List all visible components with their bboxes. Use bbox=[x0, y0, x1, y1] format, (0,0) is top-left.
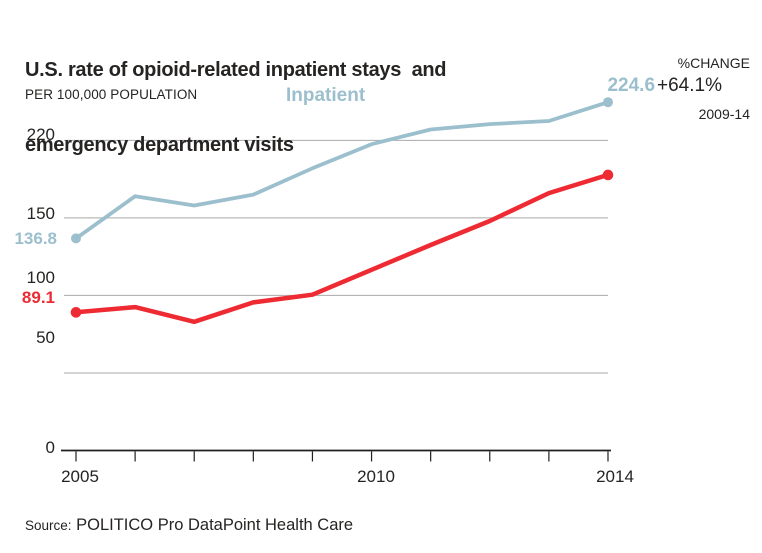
ed-start-value: 89.1 bbox=[21, 288, 55, 307]
pct-change-header-line1: %CHANGE bbox=[677, 55, 750, 71]
y-tick-label-50: 50 bbox=[36, 328, 55, 347]
inpatient-line bbox=[74, 100, 610, 241]
source-credit: Source: POLITICO Pro DataPoint Health Ca… bbox=[25, 516, 353, 535]
inpatient-end-value: 224.6 bbox=[607, 75, 656, 96]
y-tick-label-100: 100 bbox=[26, 268, 55, 287]
ed-line bbox=[73, 172, 611, 325]
ed-end-dot bbox=[602, 169, 614, 181]
chart-title-line1: U.S. rate of opioid-related inpatient st… bbox=[25, 59, 447, 81]
x-tick-label-2005: 2005 bbox=[61, 467, 99, 486]
chart-title: U.S. rate of opioid-related inpatient st… bbox=[25, 8, 447, 208]
y-tick-label-0: 0 bbox=[45, 438, 55, 457]
y-axis-unit-label: PER 100,000 POPULATION bbox=[25, 87, 198, 102]
x-tick-label-2014: 2014 bbox=[596, 467, 634, 486]
pct-change-header-line2: 2009-14 bbox=[698, 106, 750, 122]
y-tick-label-150: 150 bbox=[26, 204, 55, 223]
ed-start-dot bbox=[70, 307, 82, 318]
inpatient-end-pct-change: +64.1% bbox=[657, 75, 722, 96]
inpatient-series-label: Inpatient bbox=[286, 85, 366, 106]
y-tick-label-220: 220 bbox=[26, 125, 55, 144]
pct-change-header: %CHANGE 2009-14 bbox=[678, 21, 750, 157]
inpatient-start-value: 136.8 bbox=[14, 229, 57, 248]
inpatient-end-callout: 224.6 +64.1% bbox=[607, 75, 722, 97]
source-text: POLITICO Pro DataPoint Health Care bbox=[71, 516, 354, 534]
inpatient-start-dot bbox=[71, 233, 81, 244]
chart-title-line2: emergency department visits bbox=[25, 134, 294, 156]
inpatient-end-dot bbox=[602, 97, 613, 108]
source-label: Source: bbox=[25, 518, 72, 533]
x-tick-label-2010: 2010 bbox=[357, 467, 395, 486]
